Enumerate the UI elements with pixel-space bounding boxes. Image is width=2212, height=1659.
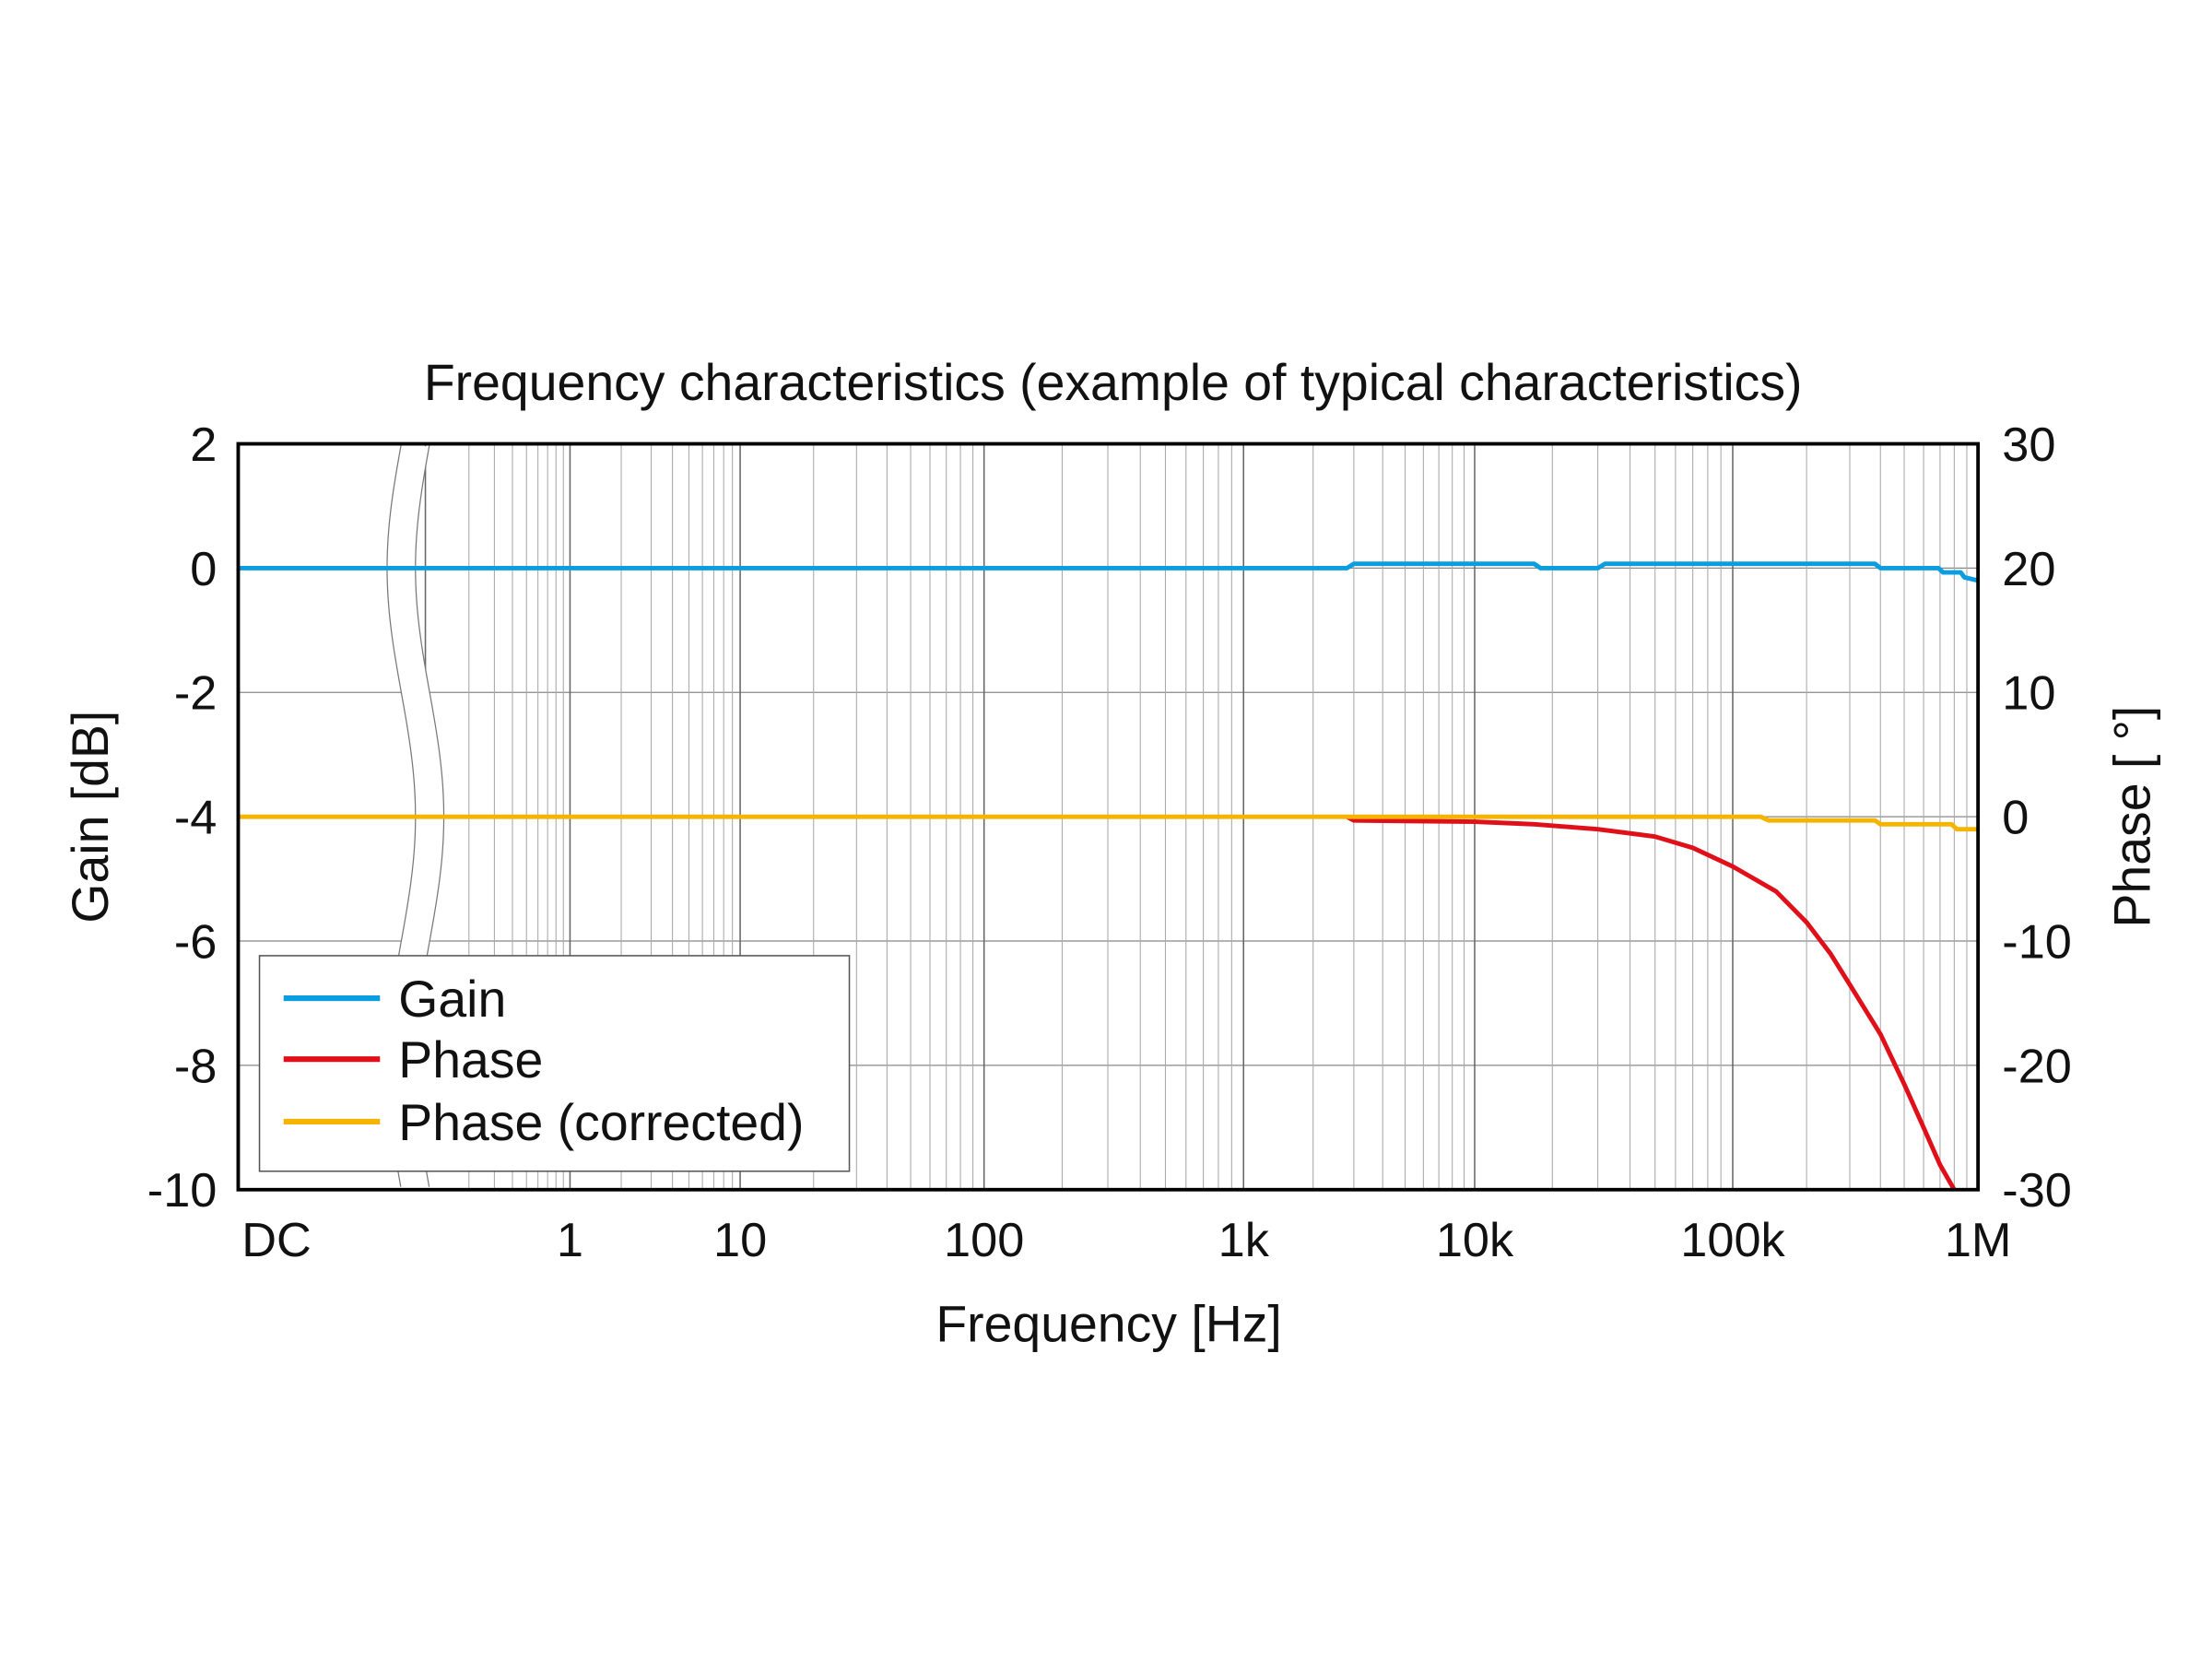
plot-frame	[236, 441, 1981, 1192]
y2-tick-label: -20	[2002, 1040, 2072, 1093]
x-tick-label: 10k	[1436, 1214, 1514, 1267]
x-axis-label: Frequency [Hz]	[935, 1295, 1281, 1352]
y2-tick-label: -30	[2002, 1164, 2072, 1218]
y-tick-label: -8	[174, 1040, 218, 1093]
y-axis-label: Gain [dB]	[62, 711, 119, 924]
series-lines	[238, 561, 1979, 1191]
y-tick-label: 0	[190, 543, 217, 596]
x-tick-label: 100k	[1680, 1214, 1785, 1267]
x-tick-label: 1	[557, 1214, 583, 1267]
x-tick-label: 10	[713, 1214, 767, 1267]
x-tick-label: DC	[241, 1214, 312, 1267]
y-tick-label: -2	[174, 667, 218, 721]
y2-tick-label: -10	[2002, 915, 2072, 969]
y2-axis-label: Phase [ °]	[2103, 706, 2160, 928]
x-tick-label: 1k	[1218, 1214, 1270, 1267]
y2-tick-label: 30	[2002, 418, 2055, 472]
y-tick-label: -6	[174, 915, 218, 969]
y-tick-label: -4	[174, 792, 218, 845]
y-tick-label: -10	[147, 1164, 218, 1218]
x-tick-label: 100	[944, 1214, 1024, 1267]
legend-label-phase: Phase	[398, 1031, 543, 1088]
y2-tick-label: 20	[2002, 543, 2055, 596]
legend: Gain Phase Phase (corrected)	[258, 955, 851, 1172]
series-line-phase-corrected	[238, 814, 1979, 832]
chart-title: Frequency characteristics (example of ty…	[424, 354, 1803, 411]
x-tick-label: 1M	[1945, 1214, 2012, 1267]
legend-label-gain: Gain	[398, 971, 506, 1028]
series-line-phase	[1346, 814, 1957, 1191]
y2-tick-label: 10	[2002, 667, 2055, 721]
y-tick-label: 2	[190, 418, 217, 472]
series-line-gain	[238, 561, 1979, 583]
y2-tick-label: 0	[2002, 792, 2029, 845]
legend-label-phase-corrected: Phase (corrected)	[398, 1094, 804, 1151]
